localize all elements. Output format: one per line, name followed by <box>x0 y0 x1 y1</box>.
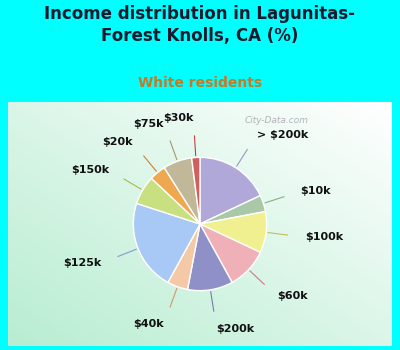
Text: $100k: $100k <box>305 232 343 242</box>
Wedge shape <box>192 158 200 224</box>
Wedge shape <box>200 158 260 224</box>
Wedge shape <box>133 203 200 282</box>
Wedge shape <box>152 168 200 224</box>
Text: $60k: $60k <box>277 292 308 301</box>
Wedge shape <box>200 224 260 282</box>
Text: Income distribution in Lagunitas-
Forest Knolls, CA (%): Income distribution in Lagunitas- Forest… <box>44 5 356 46</box>
Wedge shape <box>164 158 200 224</box>
Text: White residents: White residents <box>138 76 262 90</box>
Text: $30k: $30k <box>163 113 193 123</box>
Wedge shape <box>168 224 200 289</box>
Wedge shape <box>200 196 266 224</box>
Text: > $200k: > $200k <box>257 130 308 140</box>
Wedge shape <box>188 224 232 290</box>
Wedge shape <box>200 211 267 252</box>
Wedge shape <box>137 178 200 224</box>
Text: $20k: $20k <box>102 138 132 147</box>
Text: $125k: $125k <box>63 258 102 268</box>
Text: $75k: $75k <box>134 119 164 130</box>
Text: $150k: $150k <box>71 165 109 175</box>
Text: $40k: $40k <box>134 318 164 329</box>
Text: $200k: $200k <box>216 323 255 334</box>
Text: $10k: $10k <box>301 186 331 196</box>
Text: City-Data.com: City-Data.com <box>244 116 308 125</box>
